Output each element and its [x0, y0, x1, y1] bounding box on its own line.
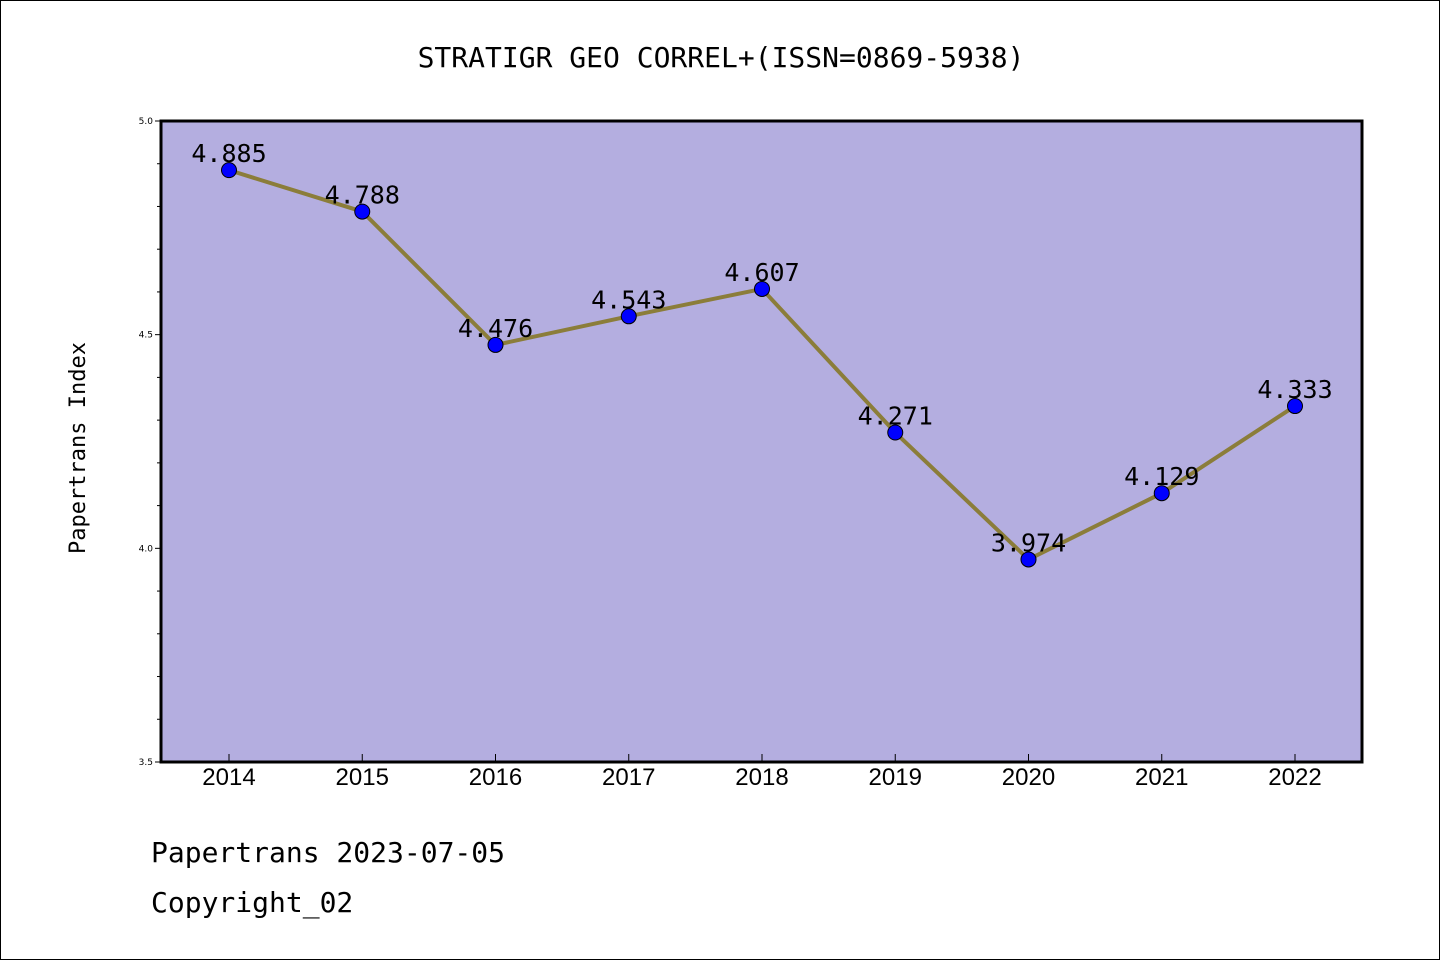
data-label: 4.476: [458, 314, 533, 343]
plot-border: [159, 119, 1364, 764]
data-label: 4.885: [191, 139, 266, 168]
data-label: 4.333: [1257, 375, 1332, 404]
data-point: [1020, 551, 1037, 568]
data-point: [221, 162, 237, 179]
x-tick-label: 2014: [202, 764, 255, 791]
footer-copyright: Copyright_02: [151, 886, 354, 919]
x-tick-label: 2016: [469, 764, 522, 791]
x-tick-label: 2020: [1002, 764, 1055, 791]
y-axis: 3.5 4.0 4.5 5.0: [139, 117, 161, 768]
data-point: [754, 280, 770, 297]
data-point: [487, 336, 504, 353]
data-labels: 4.885 4.788 4.476 4.543 4.607 4.271 3.974 4.129…: [191, 139, 1332, 557]
x-tick-label: 2017: [602, 764, 655, 791]
series-group: [221, 162, 1303, 568]
data-label: 4.129: [1124, 462, 1199, 491]
y-tick-label: 5.0: [139, 117, 154, 127]
y-tick-label: 4.5: [139, 331, 153, 341]
data-point: [354, 203, 371, 220]
data-label: 3.974: [991, 528, 1066, 557]
data-point: [620, 308, 637, 325]
data-label: 4.788: [325, 181, 400, 210]
data-point: [1287, 398, 1303, 415]
x-tick-label: 2019: [869, 764, 922, 791]
plot-area: [161, 121, 1362, 762]
y-tick-label: 3.5: [139, 758, 153, 768]
x-axis: 2014 2015 2016 2017 2018 2019 2020 2021 2022: [202, 754, 1322, 791]
footer-date: Papertrans 2023-07-05: [151, 836, 506, 869]
y-tick-label: 4.0: [139, 544, 154, 554]
x-tick-label: 2021: [1135, 764, 1188, 791]
y-axis-label: Papertrans Index: [66, 342, 91, 554]
data-point: [887, 424, 904, 441]
x-tick-label: 2015: [336, 764, 389, 791]
data-label: 4.543: [591, 285, 666, 314]
data-label: 4.271: [858, 402, 933, 431]
x-tick-label: 2018: [735, 764, 788, 791]
data-label: 4.607: [724, 258, 799, 287]
chart-title: STRATIGR GEO CORREL+(ISSN=0869-5938): [418, 41, 1025, 74]
x-tick-label: 2022: [1268, 764, 1321, 791]
data-point: [1153, 485, 1170, 502]
